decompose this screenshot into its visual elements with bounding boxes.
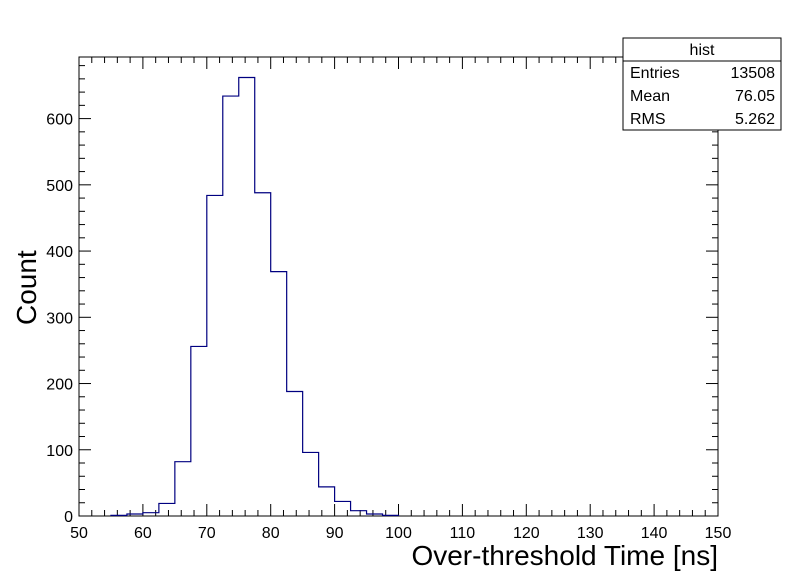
x-tick-label: 120 (513, 525, 540, 542)
histogram-bin (223, 96, 239, 516)
stats-mean-value: 76.05 (735, 88, 775, 105)
y-tick-label: 0 (64, 509, 73, 526)
y-tick-label: 400 (46, 244, 73, 261)
y-axis-title: Count (11, 250, 42, 325)
stats-box-frame (622, 37, 782, 131)
stats-entries-label: Entries (630, 65, 680, 82)
histogram-bin (271, 272, 287, 516)
histogram-bin (335, 501, 351, 516)
y-tick-label: 100 (46, 443, 73, 460)
axis-tick-labels: 50 60 70 80 90 100 110 120 130 140 150 0 100 200 300 40… (46, 112, 731, 542)
x-tick-label: 50 (70, 525, 88, 542)
x-tick-label: 80 (262, 525, 280, 542)
x-tick-label: 60 (134, 525, 152, 542)
plot-frame (78, 56, 719, 517)
x-tick-label: 70 (198, 525, 216, 542)
histogram-series-line (110, 76, 400, 516)
histogram-bin (255, 193, 271, 516)
x-tick-label: 140 (641, 525, 668, 542)
stats-rms-value: 5.262 (735, 111, 775, 128)
stats-mean-label: Mean (630, 88, 670, 105)
stats-entries-value: 13508 (731, 65, 776, 82)
x-tick-label: 150 (705, 525, 732, 542)
histogram-bin (175, 462, 191, 516)
histogram-bin (207, 195, 223, 516)
histogram-bin (319, 487, 335, 516)
x-tick-label: 90 (326, 525, 344, 542)
y-tick-label: 200 (46, 377, 73, 394)
stats-box-title: hist (690, 42, 715, 59)
histogram-bin (191, 346, 207, 516)
stats-box: hist Entries 13508 Mean 76.05 RMS 5.262 (622, 37, 782, 131)
histogram-bin (287, 391, 303, 516)
stats-rms-label: RMS (630, 111, 666, 128)
x-tick-label: 130 (577, 525, 604, 542)
histogram-bin (239, 78, 255, 516)
x-tick-label: 110 (450, 525, 476, 542)
axis-ticks (78, 57, 719, 517)
y-tick-label: 600 (46, 112, 73, 129)
histogram-bin (351, 511, 367, 516)
y-tick-label: 500 (46, 178, 73, 195)
x-axis-title: Over-threshold Time [ns] (411, 540, 718, 571)
x-tick-label: 100 (385, 525, 412, 542)
y-tick-label: 300 (46, 310, 73, 327)
histogram-bin (303, 452, 319, 516)
histogram-bin (159, 503, 175, 516)
